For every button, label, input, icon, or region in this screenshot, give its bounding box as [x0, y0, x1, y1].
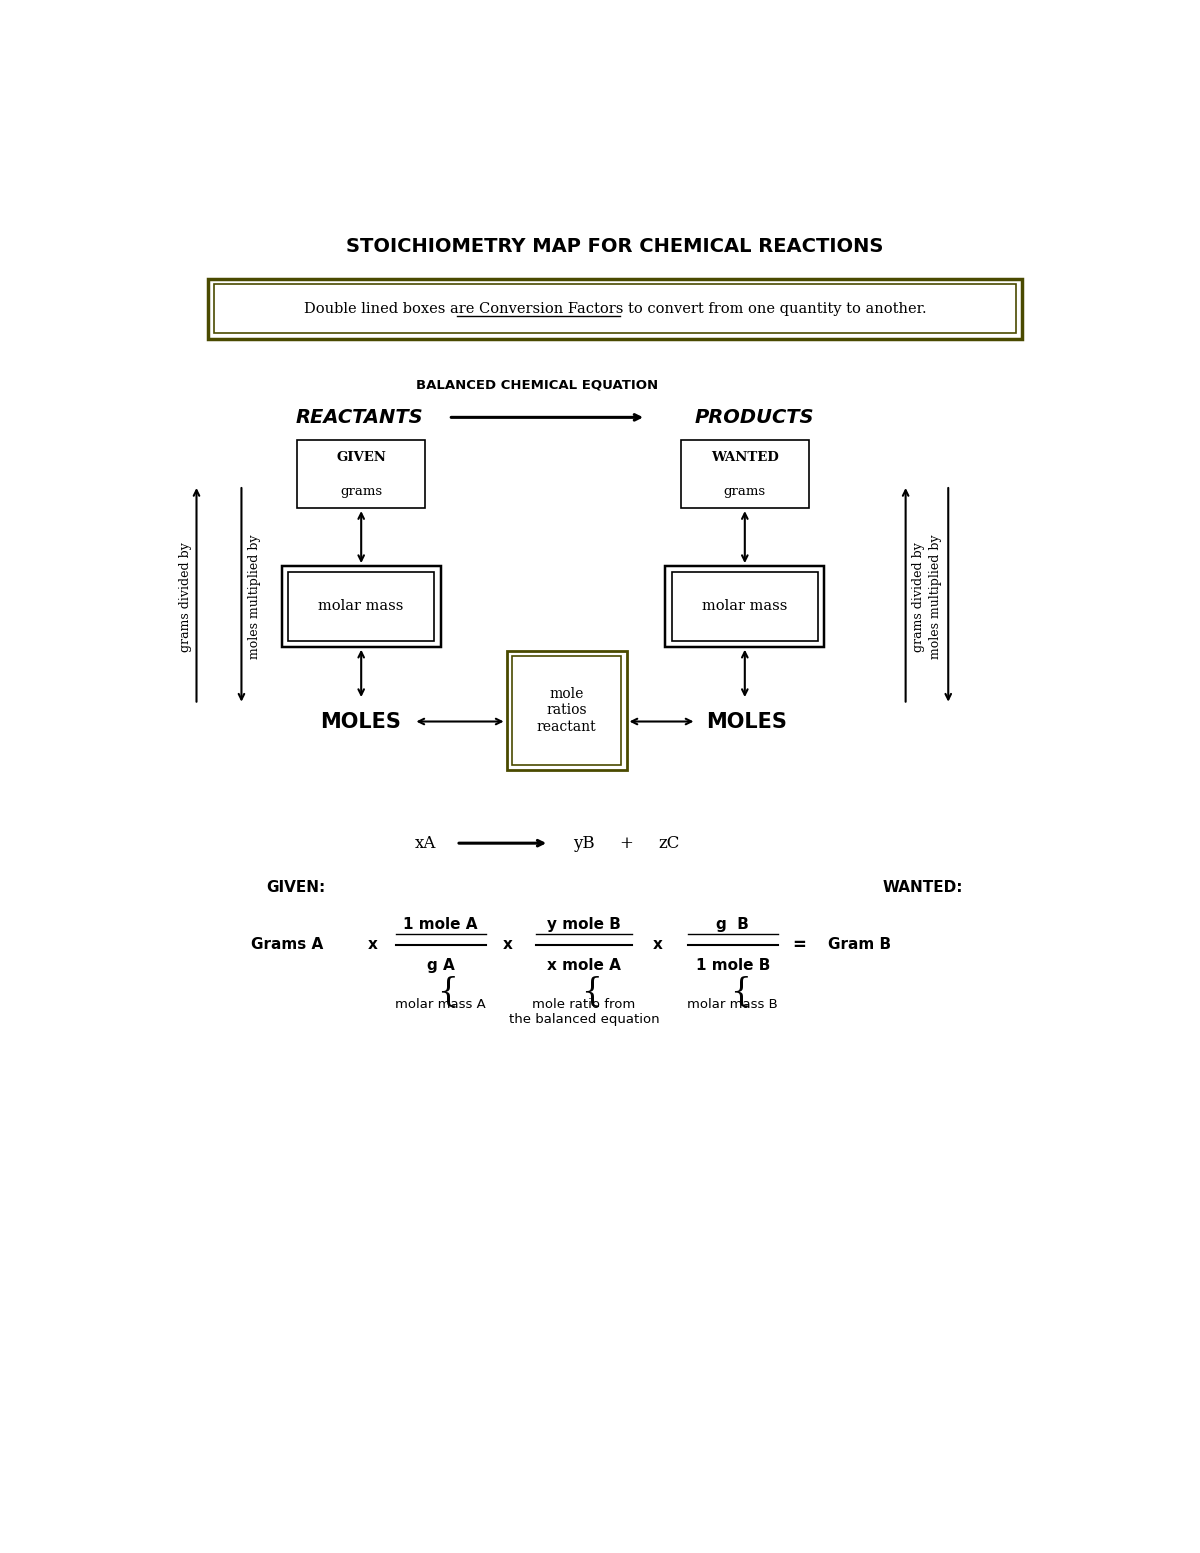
Text: moles multiplied by: moles multiplied by — [929, 534, 942, 658]
Text: BALANCED CHEMICAL EQUATION: BALANCED CHEMICAL EQUATION — [416, 379, 659, 391]
Text: xA: xA — [414, 834, 436, 851]
Text: grams divided by: grams divided by — [912, 542, 925, 652]
Text: +: + — [619, 834, 634, 851]
FancyBboxPatch shape — [680, 441, 809, 508]
Text: moles multiplied by: moles multiplied by — [248, 534, 262, 658]
Text: PRODUCTS: PRODUCTS — [695, 408, 815, 427]
Text: Gram B: Gram B — [828, 938, 890, 952]
Text: 1 mole B: 1 mole B — [696, 958, 770, 974]
Text: grams divided by: grams divided by — [179, 542, 192, 652]
Text: }: } — [430, 974, 451, 1005]
Text: }: } — [574, 974, 595, 1005]
FancyBboxPatch shape — [208, 278, 1022, 339]
Text: WANTED: WANTED — [710, 450, 779, 464]
Text: mole ratio from
the balanced equation: mole ratio from the balanced equation — [509, 999, 659, 1027]
Text: }: } — [722, 974, 744, 1005]
Text: MOLES: MOLES — [320, 711, 401, 731]
Text: yB: yB — [574, 834, 595, 851]
Text: molar mass B: molar mass B — [688, 999, 778, 1011]
Text: x mole A: x mole A — [547, 958, 620, 974]
FancyBboxPatch shape — [665, 565, 824, 646]
Text: STOICHIOMETRY MAP FOR CHEMICAL REACTIONS: STOICHIOMETRY MAP FOR CHEMICAL REACTIONS — [347, 238, 883, 256]
FancyBboxPatch shape — [298, 441, 425, 508]
FancyBboxPatch shape — [506, 651, 626, 770]
Text: x: x — [368, 938, 378, 952]
Text: =: = — [792, 936, 806, 954]
Text: Grams A: Grams A — [251, 938, 323, 952]
Text: x: x — [503, 938, 512, 952]
Text: grams: grams — [724, 485, 766, 499]
Text: GIVEN:: GIVEN: — [266, 881, 325, 896]
FancyBboxPatch shape — [282, 565, 440, 646]
Text: molar mass A: molar mass A — [395, 999, 486, 1011]
Text: WANTED:: WANTED: — [882, 881, 962, 896]
Text: MOLES: MOLES — [707, 711, 787, 731]
Text: molar mass: molar mass — [702, 599, 787, 613]
FancyBboxPatch shape — [512, 655, 622, 764]
Text: g  B: g B — [716, 916, 749, 932]
FancyBboxPatch shape — [214, 284, 1016, 334]
Text: zC: zC — [659, 834, 680, 851]
Text: GIVEN: GIVEN — [336, 450, 386, 464]
Text: REACTANTS: REACTANTS — [295, 408, 424, 427]
Text: mole
ratios
reactant: mole ratios reactant — [536, 686, 596, 733]
FancyBboxPatch shape — [672, 572, 818, 641]
Text: Double lined boxes are Conversion Factors to convert from one quantity to anothe: Double lined boxes are Conversion Factor… — [304, 301, 926, 315]
Text: g A: g A — [427, 958, 455, 974]
Text: y mole B: y mole B — [547, 916, 620, 932]
Text: 1 mole A: 1 mole A — [403, 916, 478, 932]
FancyBboxPatch shape — [288, 572, 434, 641]
Text: x: x — [653, 938, 662, 952]
Text: grams: grams — [340, 485, 383, 499]
Text: molar mass: molar mass — [318, 599, 404, 613]
